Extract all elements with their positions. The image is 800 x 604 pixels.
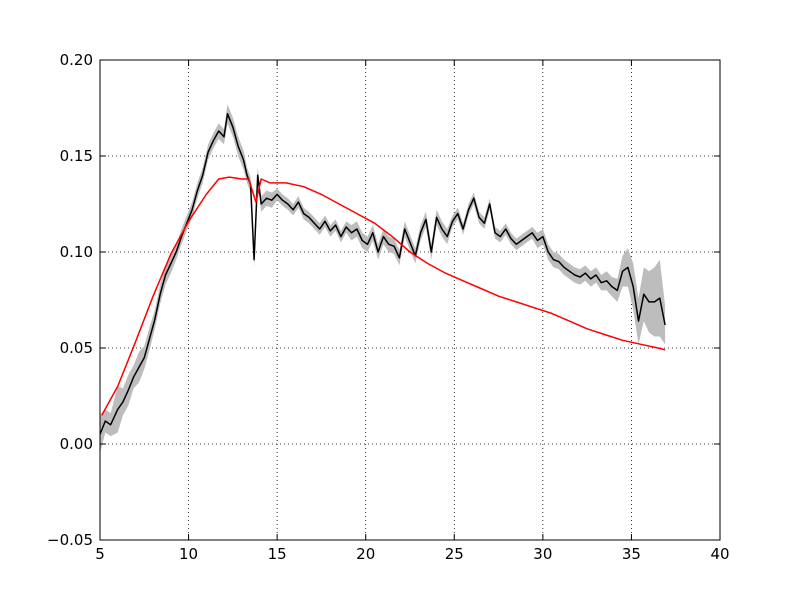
- series-lines: [99, 113, 666, 435]
- x-tick-label: 40: [710, 545, 729, 563]
- plot-frame: [99, 59, 721, 541]
- series-0-error-band: [100, 104, 666, 454]
- grid: [100, 60, 720, 540]
- y-tick-label: 0.10: [60, 243, 93, 261]
- x-tick-label: 5: [95, 545, 105, 563]
- x-tick-label: 20: [356, 545, 375, 563]
- x-tick-label: 15: [268, 545, 287, 563]
- y-tick-label: 0.20: [60, 51, 93, 69]
- x-tick-label: 25: [445, 545, 464, 563]
- y-tick-label: 0.05: [60, 339, 93, 357]
- x-tick-label: 35: [622, 545, 641, 563]
- x-tick-label: 30: [533, 545, 552, 563]
- y-tick-label: 0.00: [60, 435, 93, 453]
- y-tick-label: −0.05: [47, 531, 93, 549]
- x-tick-label: 10: [179, 545, 198, 563]
- series-0-line: [99, 113, 666, 435]
- y-tick-label: 0.15: [60, 147, 93, 165]
- ticks: [99, 59, 721, 541]
- series-1-line: [101, 176, 666, 416]
- error-bands: [100, 104, 666, 454]
- tick-labels: 5 10 15 20 25 30 35 40 −0.05 0.00 0.05 0.10 0.15 0.20: [47, 51, 730, 563]
